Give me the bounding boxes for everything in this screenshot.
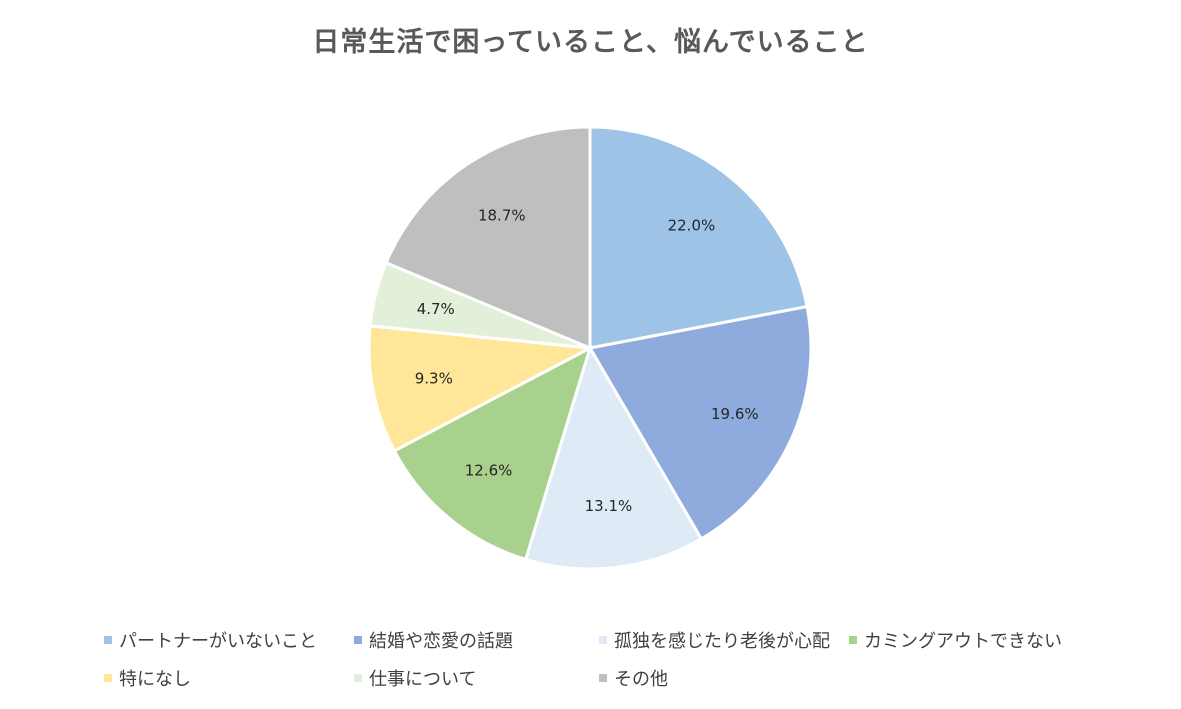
slice-data-label: 12.6% <box>465 462 513 480</box>
slice-data-label: 19.6% <box>711 405 759 423</box>
legend-item: その他 <box>599 666 849 690</box>
pie-slice <box>523 344 704 571</box>
pie-slice <box>367 324 596 453</box>
legend-item: 特になし <box>104 666 354 690</box>
legend-swatch <box>599 674 607 682</box>
legend-item: パートナーがいないこと <box>104 628 354 652</box>
legend-swatch <box>104 674 112 682</box>
chart-title: 日常生活で困っていること、悩んでいること <box>312 27 869 58</box>
legend-label: 孤独を感じたり老後が心配 <box>614 631 830 652</box>
legend-label: パートナーがいないこと <box>119 631 317 652</box>
legend-item: カミングアウトできない <box>849 628 1129 652</box>
pie-slice <box>588 125 809 350</box>
slice-data-label: 18.7% <box>478 207 526 225</box>
legend: パートナーがいないこと 結婚や恋愛の話題 孤独を感じたり老後が心配 カミングアウトでき… <box>104 628 1164 690</box>
legend-label: 結婚や恋愛の話題 <box>369 631 513 652</box>
legend-swatch <box>354 674 362 682</box>
legend-swatch <box>354 636 362 644</box>
legend-swatch <box>104 636 112 644</box>
legend-item: 孤独を感じたり老後が心配 <box>599 628 849 652</box>
pie-slice <box>587 304 813 541</box>
slice-data-label: 9.3% <box>415 369 453 387</box>
legend-swatch <box>599 636 607 644</box>
slice-data-label: 4.7% <box>417 300 455 318</box>
legend-label: その他 <box>614 669 668 690</box>
legend-label: 仕事について <box>369 669 477 690</box>
slice-data-label: 13.1% <box>585 497 633 515</box>
pie-slice <box>384 125 592 351</box>
pie-slice <box>392 345 593 562</box>
legend-label: カミングアウトできない <box>864 631 1062 652</box>
legend-item: 仕事について <box>354 666 599 690</box>
legend-swatch <box>849 636 857 644</box>
legend-label: 特になし <box>119 669 191 690</box>
slice-data-label: 22.0% <box>668 216 716 234</box>
legend-item: 結婚や恋愛の話題 <box>354 628 599 652</box>
